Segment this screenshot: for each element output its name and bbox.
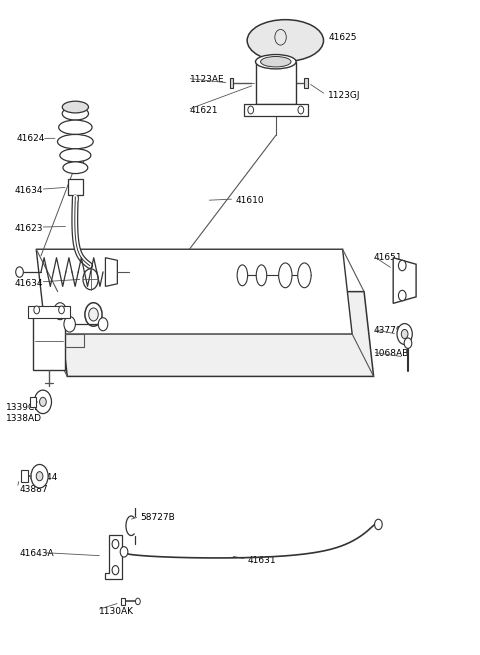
- Text: 41623: 41623: [15, 224, 43, 233]
- Text: 41634: 41634: [15, 278, 43, 288]
- Circle shape: [398, 260, 406, 271]
- Circle shape: [120, 547, 128, 557]
- Text: 41625: 41625: [328, 33, 357, 42]
- Ellipse shape: [237, 265, 248, 286]
- Circle shape: [54, 303, 66, 320]
- Circle shape: [404, 338, 412, 348]
- Ellipse shape: [261, 56, 291, 67]
- Circle shape: [112, 565, 119, 574]
- Circle shape: [59, 306, 64, 314]
- Polygon shape: [28, 306, 70, 318]
- Text: 1339CD: 1339CD: [6, 403, 42, 411]
- Polygon shape: [58, 291, 373, 377]
- Polygon shape: [255, 62, 296, 104]
- Text: 58727B: 58727B: [140, 514, 175, 523]
- Text: 41631: 41631: [247, 556, 276, 565]
- Polygon shape: [393, 257, 416, 303]
- Polygon shape: [120, 597, 124, 605]
- Circle shape: [83, 269, 98, 290]
- Polygon shape: [304, 78, 308, 88]
- Circle shape: [85, 303, 102, 326]
- Circle shape: [31, 464, 48, 488]
- Bar: [30, 397, 36, 407]
- Circle shape: [34, 306, 39, 314]
- Ellipse shape: [62, 101, 88, 113]
- Circle shape: [39, 398, 46, 406]
- Polygon shape: [21, 470, 28, 482]
- Ellipse shape: [58, 134, 93, 149]
- Polygon shape: [230, 78, 233, 88]
- Circle shape: [89, 308, 98, 321]
- Polygon shape: [243, 104, 308, 116]
- Ellipse shape: [256, 265, 267, 286]
- Circle shape: [401, 329, 408, 339]
- Circle shape: [398, 290, 406, 301]
- Text: 1068AB: 1068AB: [373, 349, 409, 358]
- Ellipse shape: [247, 20, 324, 62]
- Circle shape: [64, 316, 75, 332]
- Polygon shape: [36, 250, 352, 334]
- Ellipse shape: [255, 54, 296, 69]
- Polygon shape: [106, 257, 117, 286]
- Polygon shape: [68, 179, 83, 195]
- Circle shape: [275, 29, 286, 45]
- Text: 41624: 41624: [17, 134, 45, 143]
- Text: 41644: 41644: [30, 473, 59, 482]
- Text: 43779A: 43779A: [373, 326, 408, 335]
- Ellipse shape: [63, 162, 88, 174]
- Ellipse shape: [298, 263, 311, 288]
- Text: 41643A: 41643A: [20, 550, 54, 558]
- Circle shape: [135, 598, 140, 605]
- Text: 41621: 41621: [190, 107, 218, 115]
- Text: 41634: 41634: [15, 186, 43, 195]
- Circle shape: [248, 106, 253, 114]
- Text: 43887: 43887: [20, 485, 48, 494]
- Circle shape: [72, 195, 78, 203]
- Text: 41610: 41610: [235, 196, 264, 205]
- Ellipse shape: [59, 120, 92, 134]
- Circle shape: [16, 267, 24, 277]
- Circle shape: [374, 519, 382, 530]
- Ellipse shape: [279, 263, 292, 288]
- Text: 1123AE: 1123AE: [190, 75, 225, 84]
- Text: 1130AK: 1130AK: [99, 607, 134, 616]
- Circle shape: [36, 472, 43, 481]
- Text: 1338AD: 1338AD: [6, 415, 42, 423]
- Text: 41651: 41651: [373, 253, 402, 261]
- Polygon shape: [105, 535, 122, 579]
- Ellipse shape: [62, 107, 88, 120]
- Text: 1123GJ: 1123GJ: [328, 92, 361, 100]
- Circle shape: [397, 324, 412, 345]
- Circle shape: [34, 390, 51, 413]
- Ellipse shape: [60, 149, 91, 162]
- Circle shape: [112, 540, 119, 549]
- Polygon shape: [33, 311, 65, 370]
- Circle shape: [98, 318, 108, 331]
- Circle shape: [298, 106, 304, 114]
